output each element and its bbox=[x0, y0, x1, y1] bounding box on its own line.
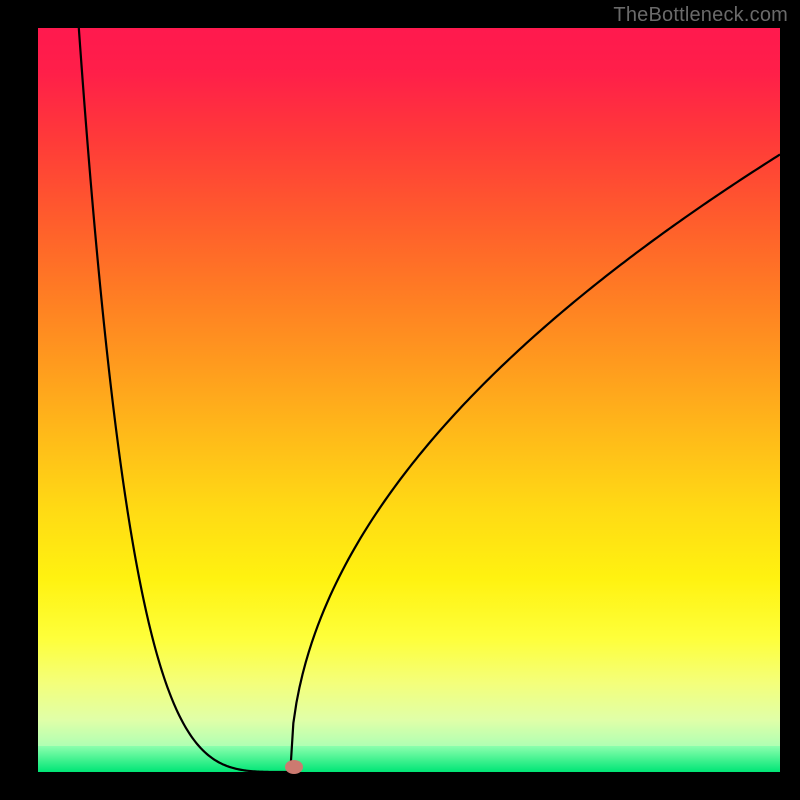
bottleneck-curve bbox=[38, 28, 780, 772]
curve-path bbox=[79, 28, 780, 772]
plot-area bbox=[38, 28, 780, 772]
chart-wrapper: TheBottleneck.com bbox=[0, 0, 800, 800]
optimum-marker bbox=[285, 760, 303, 774]
watermark-text: TheBottleneck.com bbox=[613, 4, 788, 27]
